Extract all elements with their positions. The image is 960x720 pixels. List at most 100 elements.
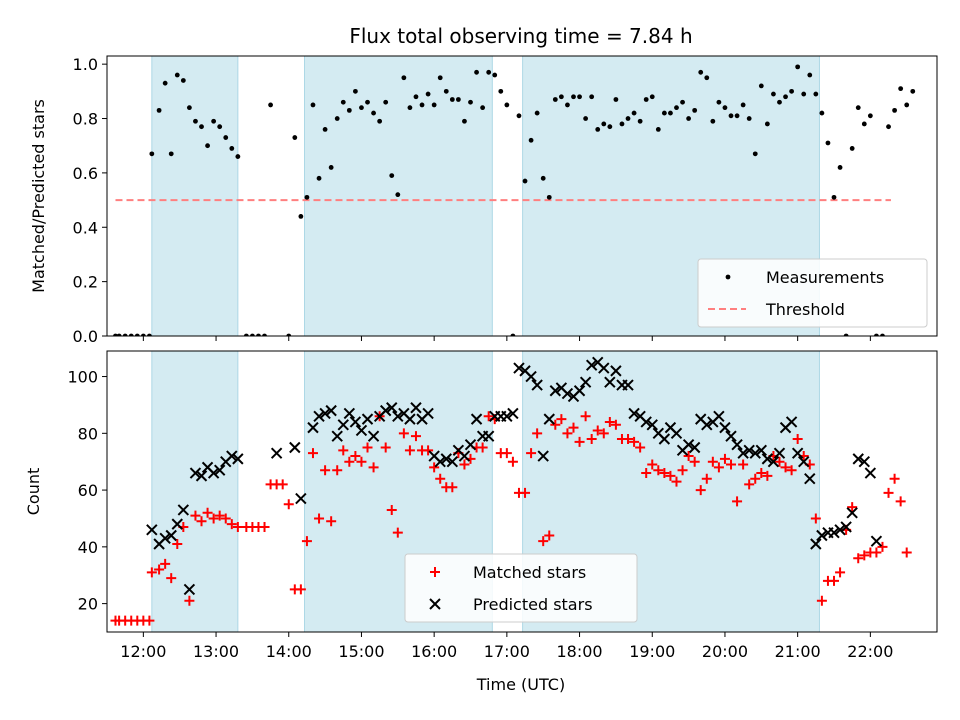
matched-point-122 [847,502,858,513]
matched-point-62 [483,411,494,422]
measurement-point-93 [686,116,692,121]
matched-point-71 [538,536,549,547]
predicted-point-18 [307,421,319,434]
matched-point-66 [507,456,518,467]
matched-point-124 [859,550,870,561]
predicted-point-99 [798,455,810,468]
matched-point-77 [574,436,585,447]
measurement-point-34 [328,165,334,170]
matched-point-89 [647,459,658,470]
predicted-point-95 [773,447,786,459]
measurement-point-82 [619,121,625,127]
measurement-point-26 [268,102,273,108]
predicted-point-7 [189,467,202,479]
measurement-point-101 [734,113,740,119]
predicted-point-25 [349,416,362,428]
matched-point-123 [853,553,864,564]
predicted-point-17 [295,492,307,505]
legend-label: Matched stars [473,563,586,582]
measurement-point-116 [825,140,831,146]
measurement-point-66 [522,178,528,184]
matched-point-7 [146,567,157,578]
matched-point-20 [226,519,237,530]
matched-point-111 [780,462,791,473]
measurement-point-51 [431,102,437,108]
measurement-point-47 [407,105,413,111]
predicted-point-5 [177,504,190,516]
matched-point-119 [829,575,840,586]
predicted-point-34 [404,413,416,425]
x-tick-label: 17:00 [484,642,530,661]
matched-point-9 [160,558,171,569]
measurement-point-61 [492,72,498,78]
measurement-point-4 [134,333,140,336]
predicted-point-97 [785,416,798,428]
measurement-point-25 [262,333,267,336]
predicted-point-6 [183,583,196,596]
predicted-point-23 [337,419,349,431]
measurement-point-71 [552,97,558,102]
measurement-point-74 [571,94,576,100]
matched-point-14 [190,510,201,521]
matched-point-69 [526,448,537,459]
matched-point-95 [683,451,694,462]
measurement-point-15 [199,124,204,130]
measurement-point-59 [480,105,486,111]
measurement-point-52 [437,75,443,81]
predicted-point-58 [549,385,562,397]
predicted-point-89 [737,447,749,459]
matched-point-6 [144,615,155,626]
matched-point-53 [429,462,440,473]
predicted-point-70 [622,379,634,391]
matched-point-36 [326,516,337,527]
matched-point-88 [641,468,652,479]
predicted-point-104 [828,526,840,539]
matched-point-131 [901,547,912,558]
measurement-point-118 [837,165,843,170]
measurement-point-92 [680,99,685,105]
measurement-point-27 [286,333,292,336]
predicted-point-52 [513,362,525,374]
y-tick-label: 100 [67,368,98,387]
matched-point-11 [172,539,183,550]
measurement-point-89 [661,110,667,116]
measurement-point-37 [346,107,352,113]
matched-point-42 [362,442,373,453]
shaded-interval-1 [151,55,239,337]
predicted-point-90 [743,444,755,457]
axes-frame [106,350,938,633]
measurement-point-60 [486,69,492,75]
predicted-point-47 [482,430,495,442]
measurement-point-77 [589,94,595,100]
measurement-point-16 [205,143,210,149]
measurement-point-17 [211,118,217,124]
predicted-point-101 [810,538,822,550]
measurement-point-88 [655,126,661,132]
predicted-point-73 [640,416,652,428]
predicted-point-15 [270,447,283,459]
measurement-point-119 [843,333,849,336]
measurement-point-86 [643,97,649,102]
measurement-point-18 [217,124,223,130]
predicted-point-14 [232,453,244,465]
measurement-point-48 [413,94,419,100]
y-tick-label: 0.8 [73,110,98,129]
measurement-point-40 [365,99,370,105]
measurement-point-122 [861,121,867,127]
predicted-point-32 [392,410,404,422]
measurement-point-64 [510,333,516,336]
matched-point-112 [786,465,797,476]
measurement-point-54 [449,97,455,102]
measurement-point-45 [395,192,401,198]
bottom-points [110,356,912,626]
matched-point-83 [610,419,621,430]
predicted-point-51 [507,407,519,420]
matched-point-117 [816,595,827,606]
x-tick-label: 22:00 [847,642,893,661]
measurement-point-5 [140,333,146,336]
measurement-point-85 [637,118,643,124]
x-tick-label: 15:00 [338,642,384,661]
matched-point-16 [202,507,213,518]
measurement-point-50 [425,91,431,97]
measurement-point-124 [874,333,879,336]
